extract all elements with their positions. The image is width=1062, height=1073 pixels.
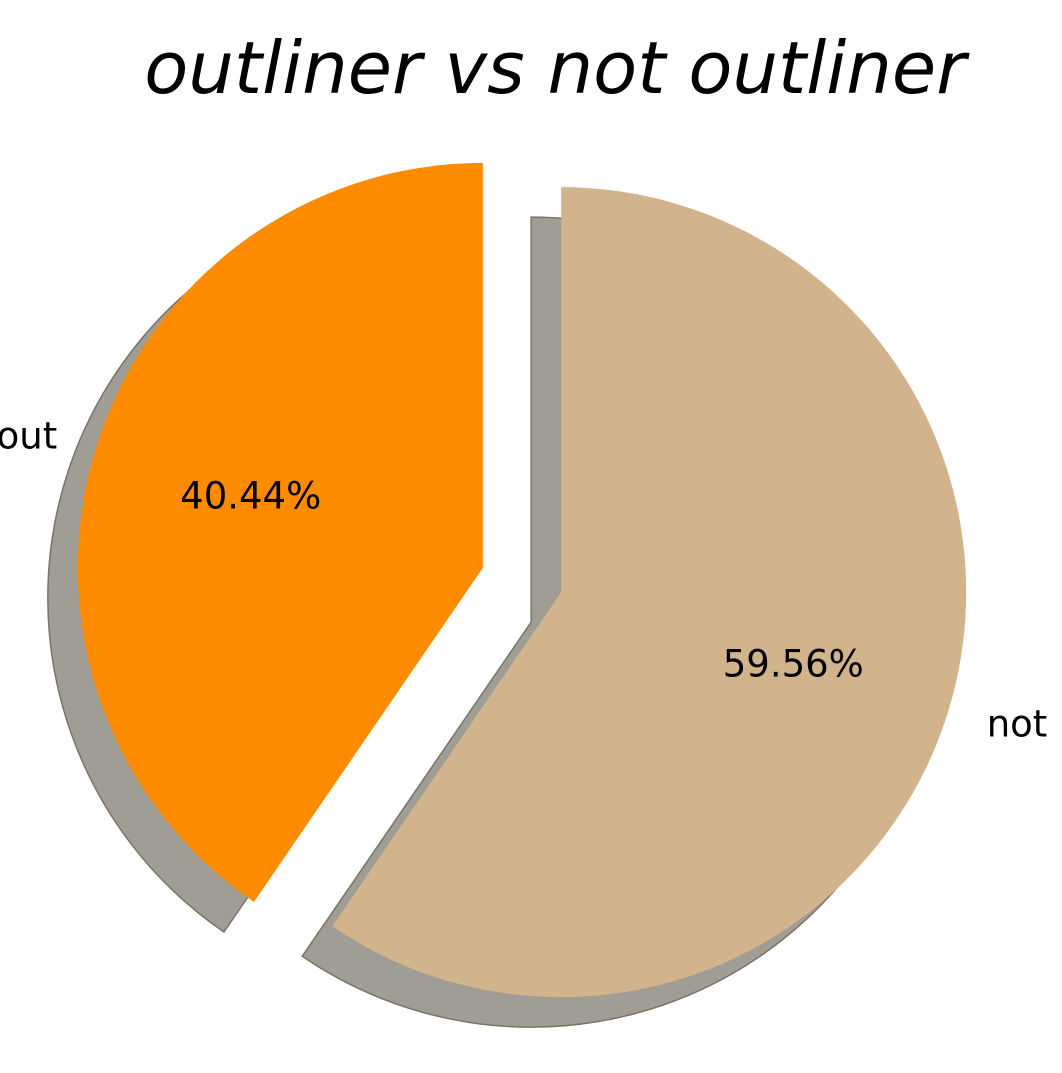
pie-label-layer: out 40.44% not 59.56% xyxy=(0,415,1047,746)
chart-title: outliner vs not outliner xyxy=(144,26,966,110)
pie-pct-label-out: 40.44% xyxy=(180,474,321,517)
pie-label-not: not xyxy=(987,702,1048,745)
pie-slice-layer xyxy=(77,162,967,998)
pie-slice-not xyxy=(332,187,967,998)
pie-pct-label-not: 59.56% xyxy=(723,643,864,686)
pie-slice-out xyxy=(77,162,483,902)
pie-label-out: out xyxy=(0,415,57,458)
